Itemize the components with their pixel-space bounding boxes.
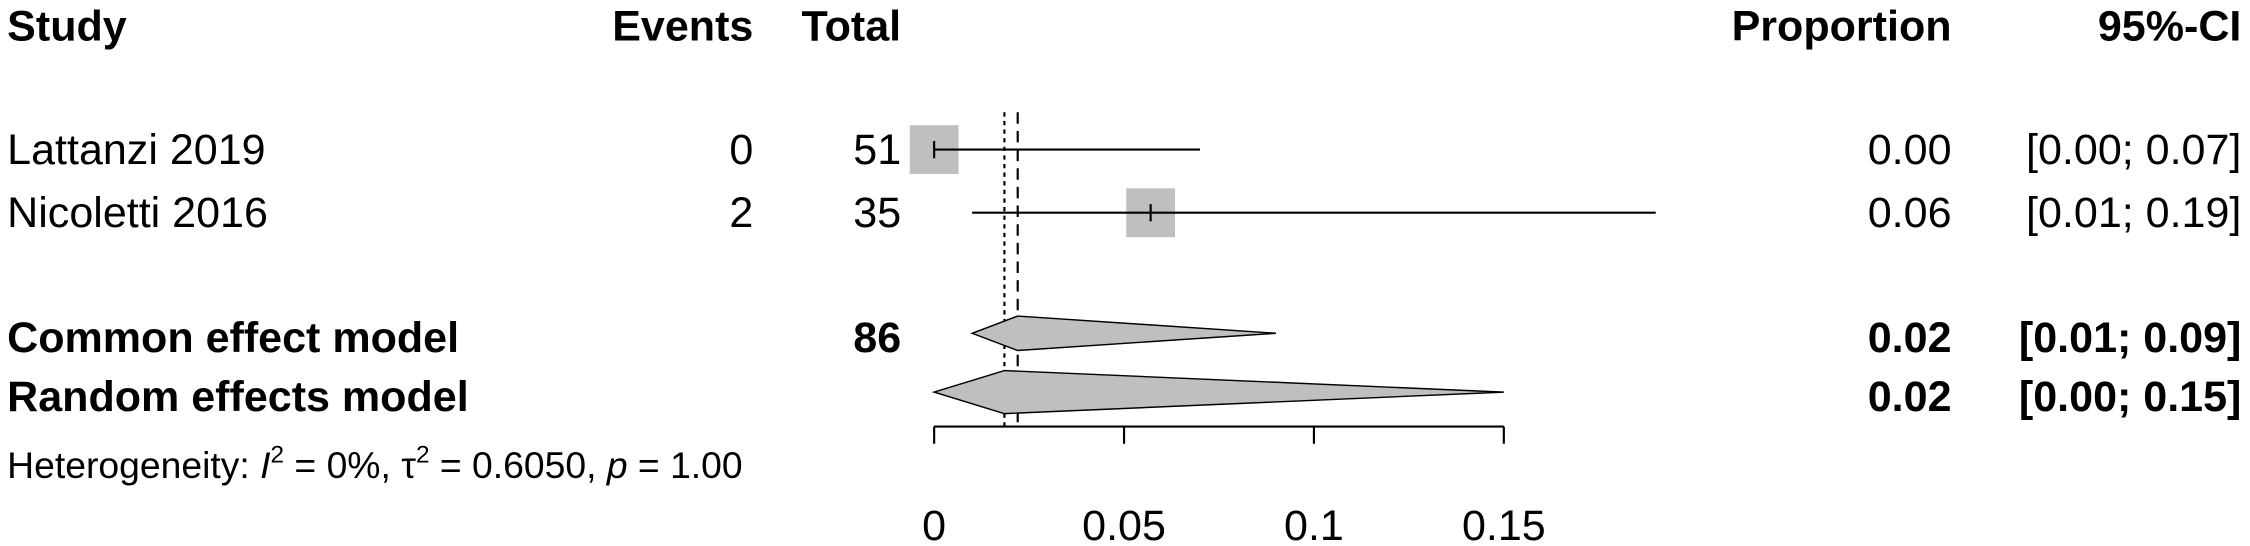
ci: [0.01; 0.09] xyxy=(2019,314,2241,362)
heterogeneity-part: 2 xyxy=(416,441,430,468)
x-tick-label: 0.05 xyxy=(1082,502,1166,546)
events: 0 xyxy=(729,126,753,174)
column-header: Study xyxy=(7,3,127,51)
study-name: Nicoletti 2016 xyxy=(7,189,268,237)
heterogeneity-part: = 0%, xyxy=(284,444,401,486)
proportion: 0.06 xyxy=(1868,189,1952,237)
heterogeneity-part: p xyxy=(606,444,628,486)
heterogeneity-part: = 0.6050, xyxy=(430,444,607,486)
total: 51 xyxy=(853,126,901,174)
heterogeneity-part: = 1.00 xyxy=(628,444,743,486)
column-header: 95%-CI xyxy=(2098,3,2242,51)
model-name: Random effects model xyxy=(7,373,468,421)
x-tick-label: 0 xyxy=(922,502,946,546)
column-header: Proportion xyxy=(1732,3,1952,51)
heterogeneity-part: τ xyxy=(401,444,416,486)
diamond xyxy=(970,315,1277,352)
proportion: 0.00 xyxy=(1868,126,1952,174)
heterogeneity: Heterogeneity: I2 = 0%, τ2 = 0.6050, p =… xyxy=(7,441,743,486)
events: 2 xyxy=(729,189,753,237)
ci: [0.00; 0.15] xyxy=(2019,373,2241,421)
ci: [0.00; 0.07] xyxy=(2026,126,2241,174)
column-header: Total xyxy=(802,3,902,51)
heterogeneity-part: 2 xyxy=(271,441,285,468)
diamond xyxy=(931,369,1504,415)
ci: [0.01; 0.19] xyxy=(2026,189,2241,237)
proportion: 0.02 xyxy=(1868,314,1952,362)
proportion: 0.02 xyxy=(1868,373,1952,421)
heterogeneity-part: Heterogeneity: xyxy=(7,444,260,486)
total: 86 xyxy=(853,314,901,362)
model-name: Common effect model xyxy=(7,314,459,362)
heterogeneity-part: I xyxy=(260,444,270,486)
total: 35 xyxy=(853,189,901,237)
column-header: Events xyxy=(612,3,753,51)
study-name: Lattanzi 2019 xyxy=(7,126,265,174)
x-tick-label: 0.15 xyxy=(1462,502,1546,546)
x-tick-label: 0.1 xyxy=(1284,502,1344,546)
